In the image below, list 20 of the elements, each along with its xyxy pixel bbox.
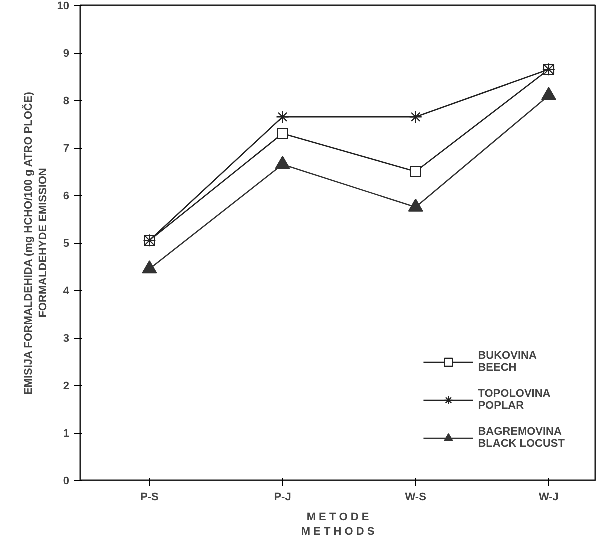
y-tick-label: 6 xyxy=(63,190,70,202)
y-tick-label: 8 xyxy=(63,96,70,108)
y-tick-label: 5 xyxy=(63,238,70,250)
legend-label: TOPOLOVINA POPLAR xyxy=(478,388,551,412)
y-tick-label: 1 xyxy=(63,428,70,440)
y-tick-label: 0 xyxy=(63,476,70,488)
legend-label: BAGREMOVINA BLACK LOCUST xyxy=(478,426,565,450)
y-tick-label: 4 xyxy=(63,286,70,298)
legend-label: BUKOVINA BEECH xyxy=(478,350,537,374)
y-tick-label: 2 xyxy=(63,380,70,392)
y-tick-label: 3 xyxy=(63,333,70,345)
y-tick-label: 7 xyxy=(63,143,70,155)
y-axis-title: EMISIJA FORMALDEHIDA (mg HCHO/100 g ATRO PLOČE) FORMALDEHYDE EMISSION xyxy=(22,92,50,396)
x-tick-label: W-J xyxy=(538,492,559,504)
y-tick-label: 10 xyxy=(57,0,70,12)
y-tick-label: 9 xyxy=(63,48,70,60)
x-tick-label: W-S xyxy=(405,492,426,504)
x-axis-title: M E T O D E M E T H O D S xyxy=(301,512,375,538)
x-tick-label: P-J xyxy=(274,492,292,504)
x-tick-label: P-S xyxy=(140,492,159,504)
